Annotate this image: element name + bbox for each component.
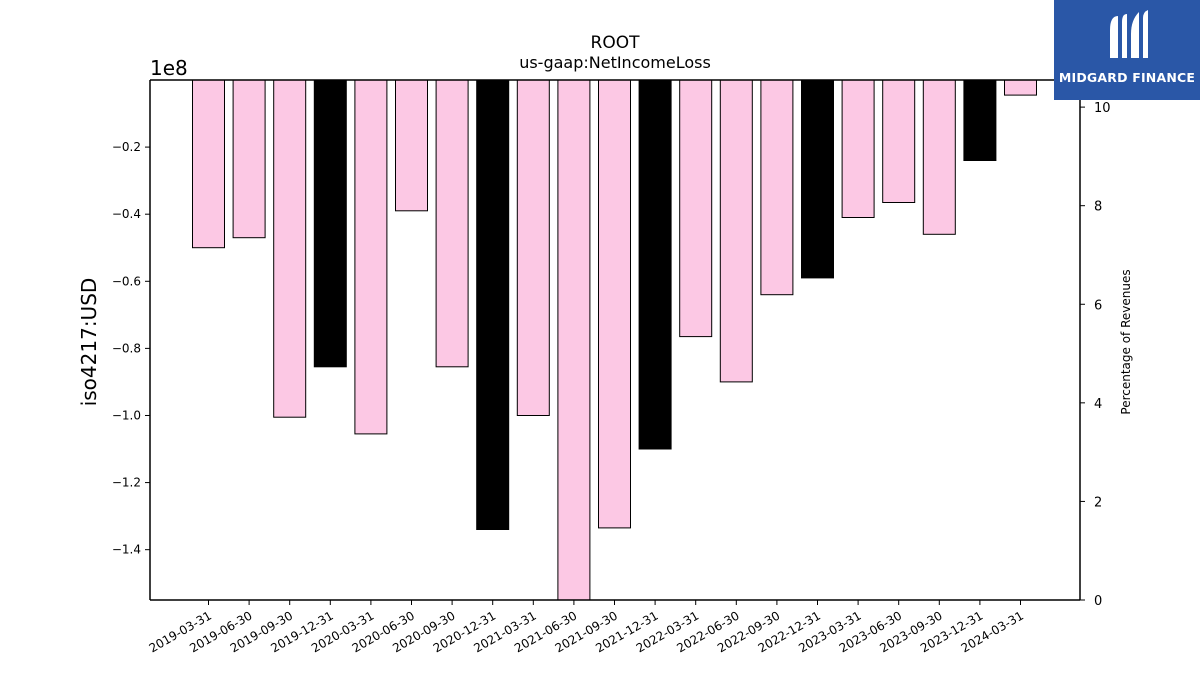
y-tick-label: −1.2 — [112, 476, 141, 490]
bar-2021-12-31 — [638, 79, 672, 450]
bar-2020-06-30 — [395, 79, 428, 212]
bar-2019-12-31 — [313, 79, 347, 368]
brand-logo: MIDGARD FINANCE — [1054, 0, 1200, 100]
bar-2020-03-31 — [354, 79, 388, 435]
bar-2022-12-31 — [801, 79, 834, 279]
y-axis-label: iso4217:USD — [77, 278, 101, 407]
bar-2023-12-31 — [963, 79, 997, 161]
bar-2021-03-31 — [516, 79, 550, 416]
bar-2021-06-30 — [557, 79, 591, 601]
y-offset-label: 1e8 — [150, 56, 188, 80]
bar-2021-09-30 — [598, 79, 631, 529]
y-tick-label: −0.4 — [112, 207, 141, 221]
y2-tick-label: 0 — [1094, 594, 1102, 609]
bar-2022-06-30 — [719, 79, 753, 383]
bar-2019-09-30 — [273, 79, 307, 418]
bar-2022-09-30 — [760, 79, 794, 296]
bar-2020-12-31 — [476, 79, 510, 530]
bar-2023-03-31 — [841, 79, 875, 218]
y2-tick-label: 8 — [1094, 200, 1102, 215]
bars-group — [192, 79, 1037, 601]
bar-2024-03-31 — [1004, 79, 1037, 96]
y-tick-label: −0.2 — [112, 140, 141, 154]
y-tick-label: −1.4 — [112, 543, 141, 557]
y-tick-label: −1.0 — [112, 408, 141, 422]
y-tick-label: −0.8 — [112, 341, 141, 355]
y2-axis-label: Percentage of Revenues — [1119, 269, 1133, 414]
bar-2022-03-31 — [679, 79, 713, 338]
brand-name: MIDGARD FINANCE — [1058, 70, 1196, 85]
midgard-m-logo-icon — [1110, 10, 1148, 58]
bar-2019-03-31 — [192, 79, 225, 249]
y2-tick-label: 10 — [1094, 101, 1111, 116]
bar-2023-09-30 — [922, 79, 956, 235]
chart-subtitle: us-gaap:NetIncomeLoss — [519, 53, 711, 72]
bar-2020-09-30 — [435, 79, 469, 368]
y2-tick-label: 2 — [1094, 495, 1102, 510]
chart-title: ROOT — [591, 33, 641, 53]
y2-tick-label: 6 — [1094, 298, 1102, 313]
bar-2019-06-30 — [232, 79, 266, 239]
y2-tick-label: 4 — [1094, 397, 1102, 412]
bar-2023-06-30 — [882, 79, 916, 203]
y-tick-label: −0.6 — [112, 274, 141, 288]
